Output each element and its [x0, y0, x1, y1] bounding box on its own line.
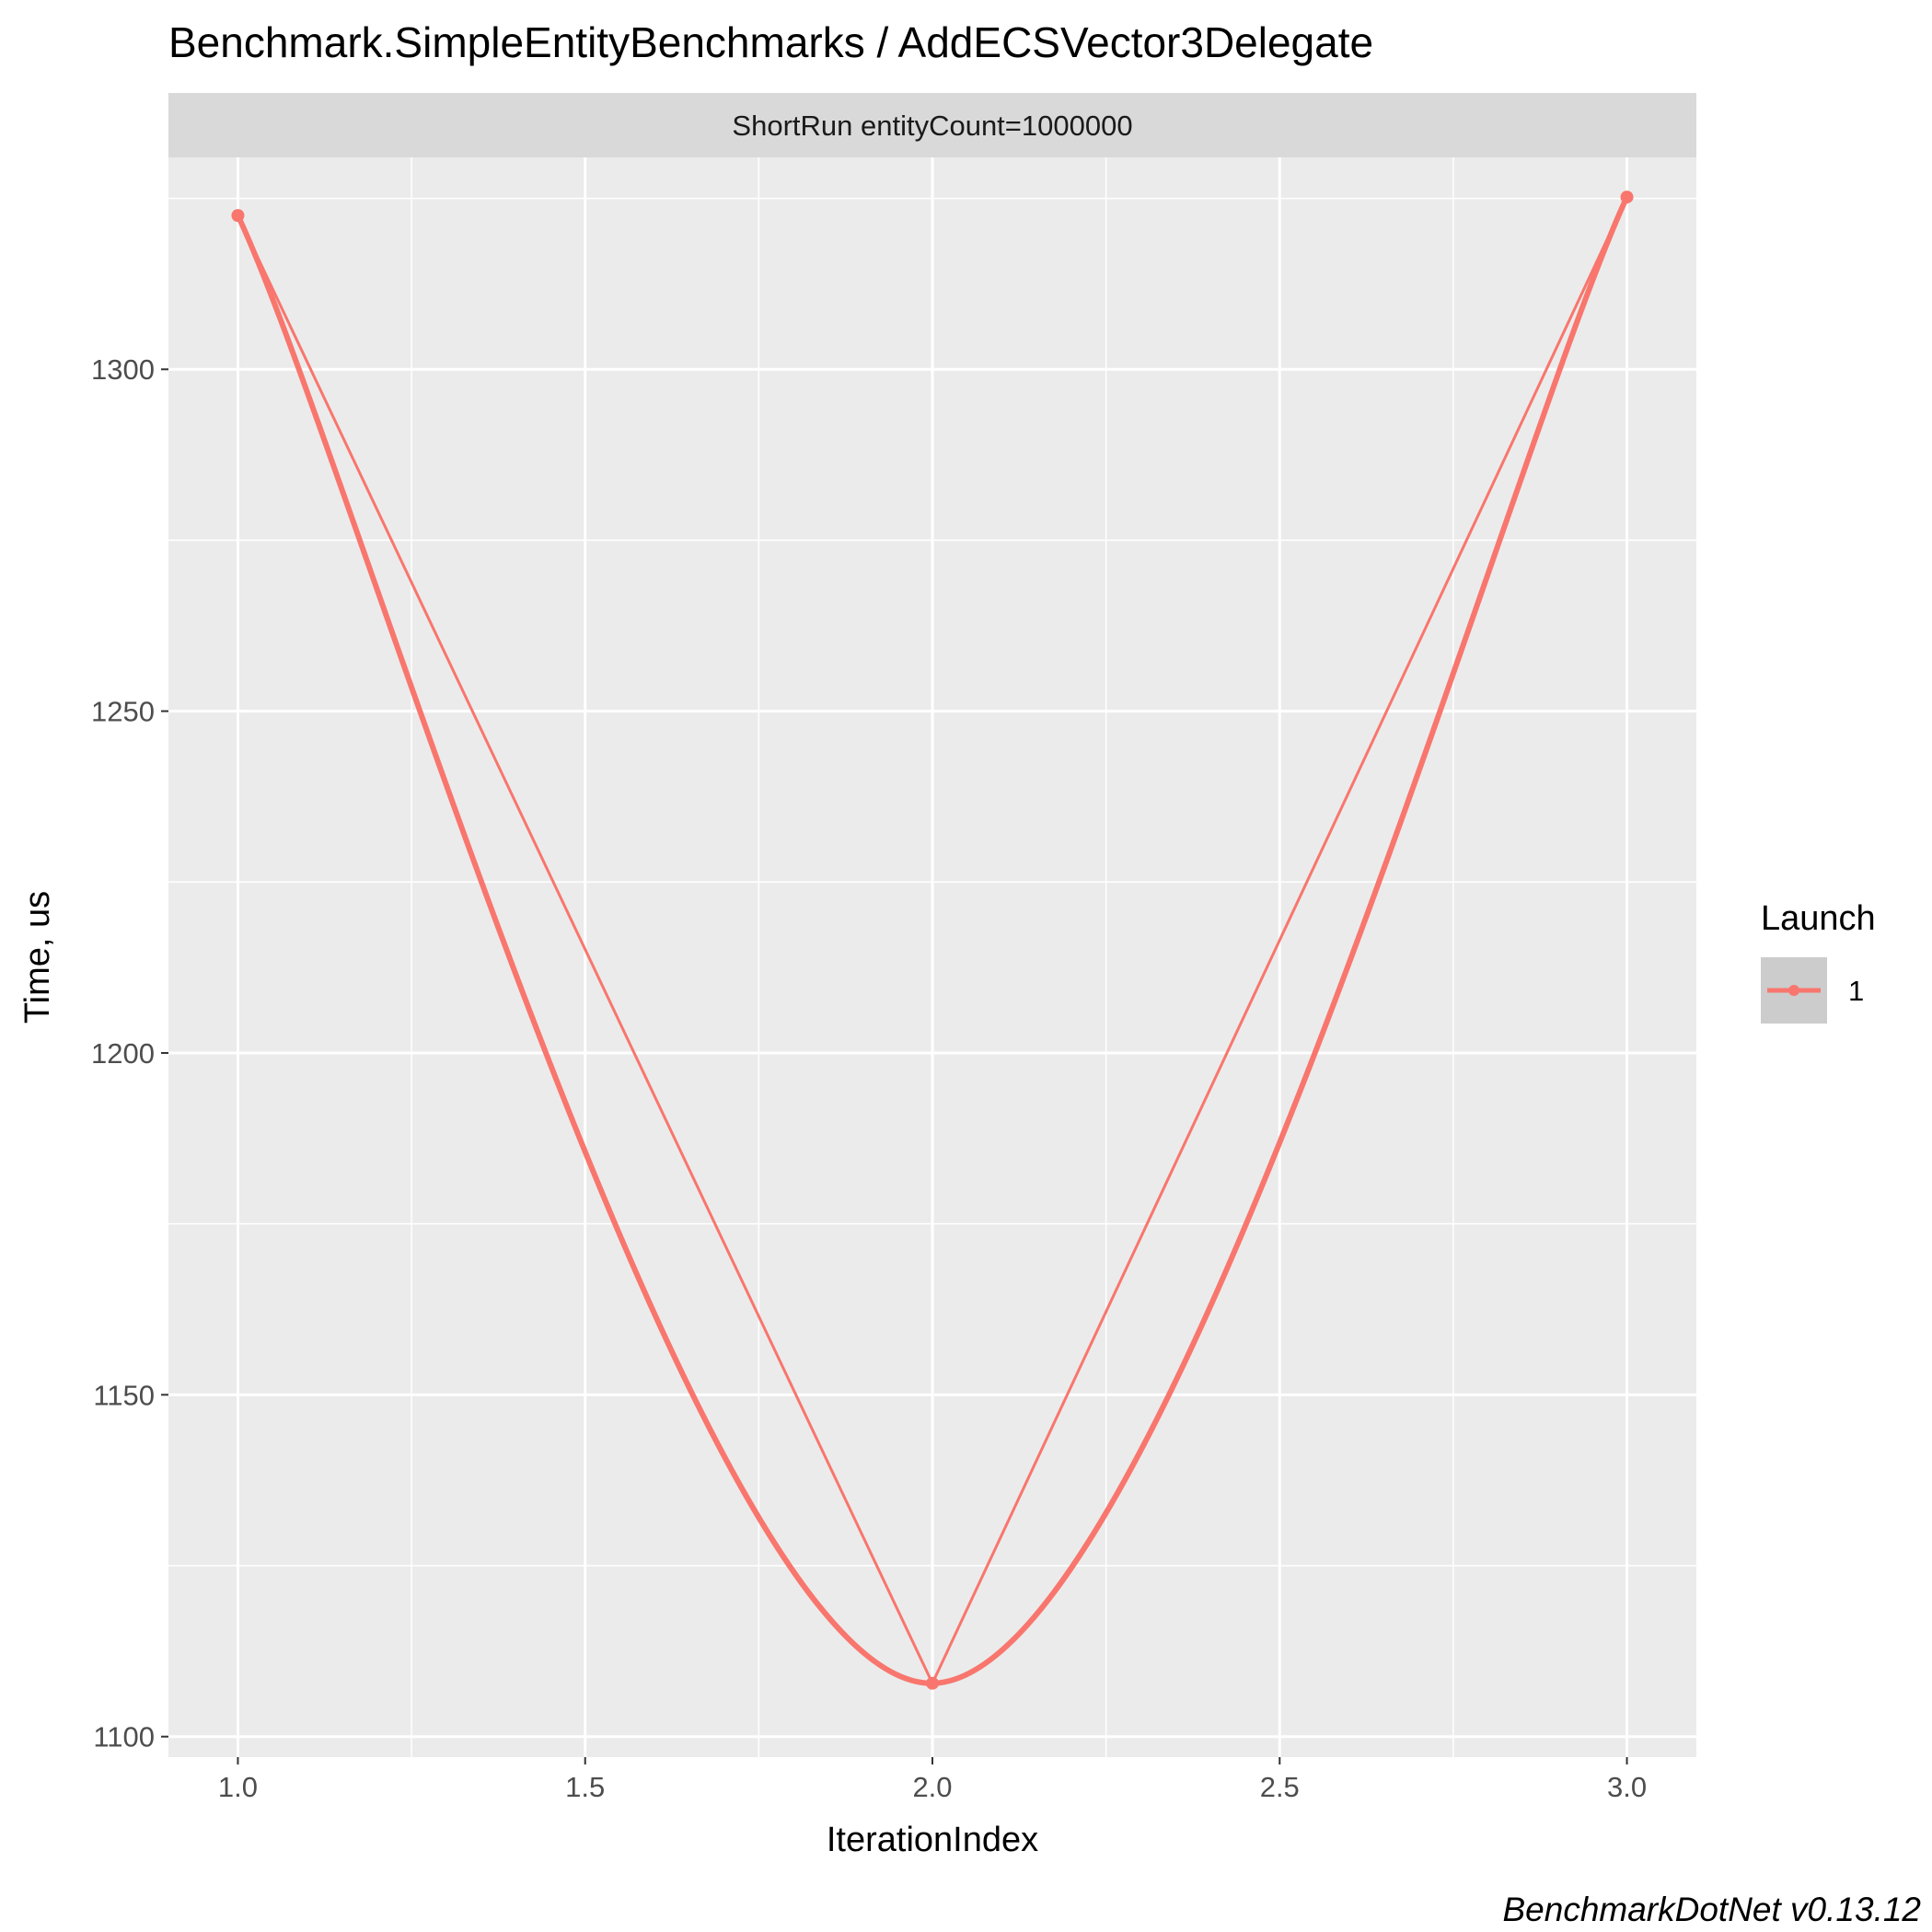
y-axis: 1100 1150 1200 1250 1300 — [91, 353, 168, 1753]
facet-label: ShortRun entityCount=1000000 — [732, 110, 1132, 142]
data-point — [1620, 191, 1634, 204]
y-tick-label: 1100 — [93, 1721, 155, 1753]
caption: BenchmarkDotNet v0.13.12 — [1502, 1891, 1921, 1928]
chart-title: Benchmark.SimpleEntityBenchmarks / AddEC… — [168, 18, 1373, 66]
x-axis: 1.0 1.5 2.0 2.5 3.0 — [218, 1757, 1647, 1803]
x-tick-label: 2.0 — [912, 1771, 952, 1803]
x-axis-title: IterationIndex — [827, 1821, 1038, 1859]
y-axis-title: Time, us — [18, 891, 57, 1024]
x-tick-label: 1.5 — [565, 1771, 605, 1803]
legend: Launch 1 — [1761, 899, 1876, 1024]
legend-label-1: 1 — [1848, 975, 1864, 1007]
x-tick-label: 1.0 — [218, 1771, 258, 1803]
y-tick-label: 1250 — [91, 696, 155, 728]
series-layer — [231, 191, 1634, 1690]
y-tick-label: 1200 — [91, 1037, 155, 1070]
x-tick-label: 3.0 — [1607, 1771, 1647, 1803]
major-gridlines — [168, 157, 1696, 1757]
y-tick-label: 1150 — [93, 1379, 155, 1411]
legend-title: Launch — [1761, 899, 1876, 938]
x-tick-label: 2.5 — [1260, 1771, 1300, 1803]
y-tick-label: 1300 — [91, 353, 155, 386]
data-point — [926, 1676, 939, 1690]
data-point — [231, 209, 245, 223]
legend-key-point — [1788, 985, 1799, 996]
facet-strip — [168, 93, 1696, 157]
